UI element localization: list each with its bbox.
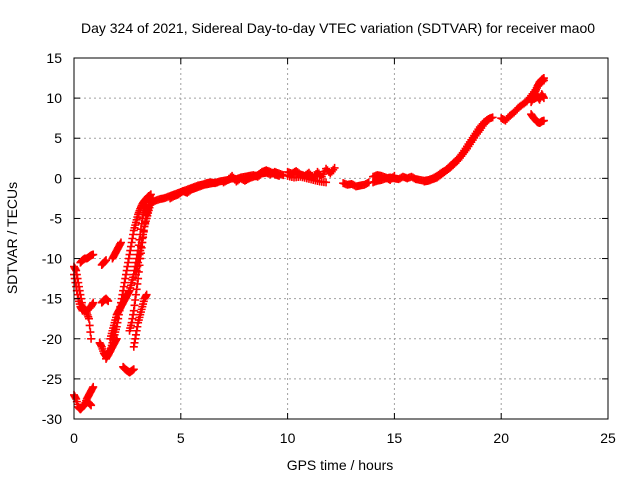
series-sat-25 bbox=[420, 115, 493, 186]
data-point bbox=[539, 74, 548, 83]
data-point bbox=[142, 290, 151, 299]
series-sat-21 bbox=[283, 171, 331, 187]
x-tick-label: 0 bbox=[70, 430, 78, 446]
data-point bbox=[322, 178, 331, 187]
x-tick-label: 20 bbox=[493, 430, 509, 446]
series-sat-14 bbox=[129, 290, 151, 351]
y-tick-label: 0 bbox=[54, 170, 62, 186]
series-sat-6 bbox=[97, 256, 111, 269]
data-marks bbox=[70, 74, 548, 414]
data-point bbox=[330, 163, 339, 172]
data-point bbox=[482, 117, 491, 126]
data-point bbox=[146, 190, 155, 199]
data-point bbox=[134, 274, 143, 283]
chart-title: Day 324 of 2021, Sidereal Day-to-day VTE… bbox=[81, 20, 595, 36]
y-tick-label: 5 bbox=[54, 130, 62, 146]
axis-ticks: 0 5 10 15 20 25 -30 -25 -20 -15 -10 -5 0 5 10 15 bbox=[42, 50, 616, 446]
data-point bbox=[388, 173, 397, 182]
series-sat-28 bbox=[527, 110, 548, 127]
x-tick-label: 5 bbox=[177, 430, 185, 446]
series-sat-22 bbox=[339, 178, 373, 191]
series-sat-24 bbox=[369, 171, 399, 184]
data-point bbox=[87, 401, 96, 410]
x-tick-label: 25 bbox=[600, 430, 616, 446]
data-point bbox=[89, 250, 98, 259]
data-point bbox=[89, 298, 98, 307]
data-point bbox=[87, 334, 96, 343]
data-point bbox=[102, 256, 111, 265]
y-axis-label: SDTVAR / TECUs bbox=[4, 182, 20, 294]
plot-frame bbox=[73, 57, 609, 420]
y-tick-label: -5 bbox=[50, 210, 63, 226]
data-point bbox=[484, 115, 493, 124]
data-point bbox=[488, 113, 497, 122]
y-tick-label: 10 bbox=[46, 90, 62, 106]
data-point bbox=[89, 382, 98, 391]
series-sat-5 bbox=[82, 397, 96, 410]
series-sat-29 bbox=[531, 90, 548, 104]
y-tick-label: 15 bbox=[46, 50, 62, 66]
series-sat-11 bbox=[108, 238, 125, 263]
grid-lines bbox=[74, 58, 608, 419]
y-tick-label: -20 bbox=[42, 331, 62, 347]
series-sat-7 bbox=[97, 294, 113, 307]
data-point bbox=[84, 314, 93, 323]
x-axis-label: GPS time / hours bbox=[287, 457, 394, 473]
data-point bbox=[85, 321, 94, 330]
series-sat-12 bbox=[119, 362, 138, 377]
x-tick-label: 15 bbox=[387, 430, 403, 446]
data-point bbox=[390, 171, 399, 180]
y-tick-label: -30 bbox=[42, 411, 62, 427]
data-point bbox=[116, 238, 125, 247]
series-sat-19 bbox=[219, 166, 284, 187]
y-tick-label: -15 bbox=[42, 291, 62, 307]
y-tick-label: -25 bbox=[42, 371, 62, 387]
x-tick-label: 10 bbox=[280, 430, 296, 446]
data-point bbox=[363, 179, 372, 188]
data-point bbox=[86, 328, 95, 337]
data-point bbox=[129, 365, 138, 374]
y-tick-label: -10 bbox=[42, 251, 62, 267]
data-point bbox=[539, 116, 548, 125]
data-point bbox=[539, 94, 548, 103]
data-point bbox=[104, 297, 113, 306]
data-point bbox=[275, 171, 284, 180]
series-sat-3 bbox=[76, 250, 98, 267]
